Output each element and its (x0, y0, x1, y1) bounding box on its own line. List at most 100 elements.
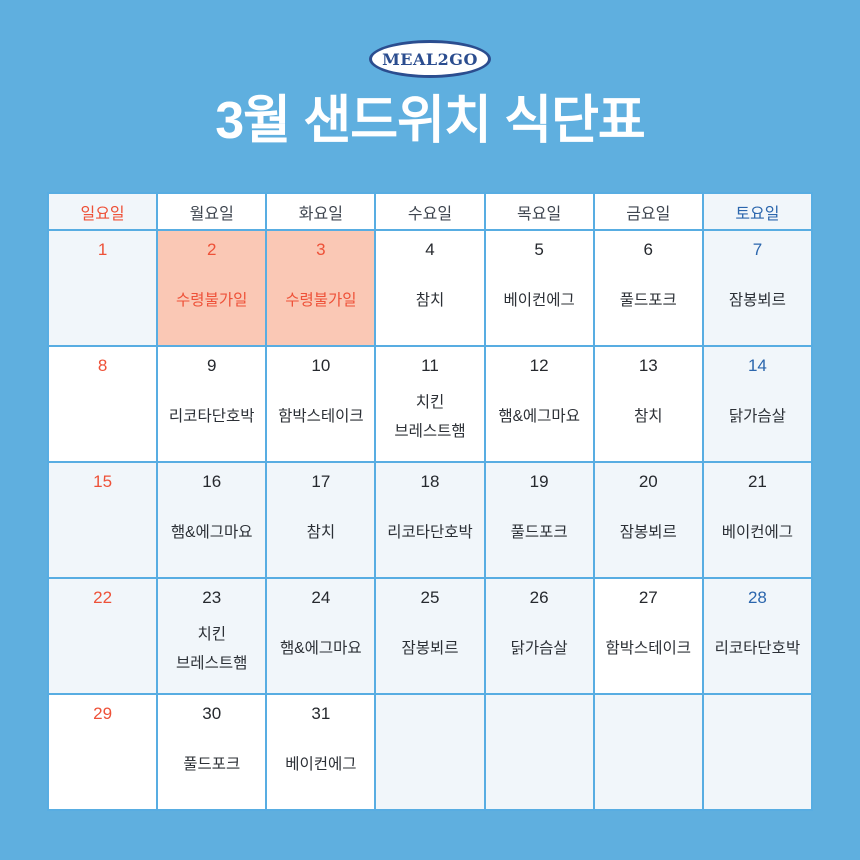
menu-line: 풀드포크 (510, 524, 568, 542)
menu-text: 참치 (376, 261, 483, 346)
menu-text: 수령불가일 (267, 261, 374, 346)
menu-text: 잠봉뵈르 (595, 493, 702, 578)
day-number: 18 (420, 472, 440, 492)
menu-text: 햄&에그마요 (486, 377, 593, 462)
menu-text: 햄&에그마요 (158, 493, 265, 578)
menu-text: 풀드포크 (486, 493, 593, 578)
menu-line: 리코타단호박 (714, 640, 801, 658)
day-number: 13 (638, 356, 658, 376)
menu-line: 풀드포크 (619, 292, 677, 310)
calendar-cell: 31 베이컨에그 (267, 695, 375, 810)
calendar-cell: 10 함박스테이크 (267, 347, 375, 462)
page-title: 3월 샌드위치 식단표 (215, 92, 646, 150)
menu-text: 잠봉뵈르 (704, 261, 811, 346)
menu-text: 닭가슴살 (486, 609, 593, 694)
day-number: 6 (643, 240, 653, 260)
day-number: 15 (93, 472, 113, 492)
calendar-cell: 6 풀드포크 (594, 231, 702, 346)
calendar-cell: 28 리코타단호박 (703, 579, 811, 694)
menu-text: 치킨 브레스트햄 (158, 609, 265, 694)
calendar-cell: 17 참치 (267, 463, 375, 578)
meal2go-logo: MEAL2GO (369, 40, 491, 78)
calendar-cell: 4 참치 (376, 231, 484, 346)
menu-text: 잠봉뵈르 (376, 609, 483, 694)
menu-line: 잠봉뵈르 (401, 640, 459, 658)
calendar-cell: 3 수령불가일 (267, 231, 375, 346)
calendar-cell: 5 베이컨에그 (485, 231, 593, 346)
menu-line: 함박스테이크 (605, 640, 692, 658)
menu-line: 참치 (306, 524, 336, 542)
menu-text (376, 704, 483, 809)
calendar-cell: 22 (49, 579, 157, 694)
day-header: 화요일 (267, 194, 375, 230)
menu-text (49, 609, 156, 694)
calendar-cell: 2 수령불가일 (158, 231, 266, 346)
menu-text (49, 725, 156, 810)
day-number: 28 (747, 588, 767, 608)
menu-line: 함박스테이크 (278, 408, 364, 426)
calendar-cell: 24 햄&에그마요 (267, 579, 375, 694)
calendar-cell: 30 풀드포크 (158, 695, 266, 810)
day-number: 7 (752, 240, 763, 260)
calendar-cell: 25 잠봉뵈르 (376, 579, 484, 694)
menu-text: 참치 (267, 493, 374, 578)
calendar-cell: 15 (49, 463, 157, 578)
day-number: 24 (311, 588, 331, 608)
day-number: 22 (93, 588, 113, 608)
menu-line: 치킨 (415, 393, 445, 411)
menu-line: 닭가슴살 (728, 408, 786, 426)
day-number: 4 (425, 240, 435, 260)
day-number: 2 (206, 240, 217, 260)
day-number: 26 (529, 588, 549, 608)
menu-line: 햄&에그마요 (280, 640, 362, 658)
menu-text (595, 704, 702, 809)
menu-line: 리코타단호박 (168, 408, 255, 426)
menu-line: 잠봉뵈르 (728, 292, 786, 310)
day-number: 11 (421, 356, 439, 376)
calendar-cell: 8 (49, 347, 157, 462)
calendar-cell: 14 닭가슴살 (703, 347, 811, 462)
day-number: 14 (747, 356, 767, 376)
logo-text: MEAL2GO (382, 49, 478, 69)
day-header: 일요일 (49, 194, 157, 230)
menu-line: 햄&에그마요 (170, 524, 253, 542)
menu-line: 햄&에그마요 (498, 408, 580, 426)
menu-text: 베이컨에그 (704, 493, 811, 578)
calendar-cell: 19 풀드포크 (485, 463, 593, 578)
calendar-cell: 18 리코타단호박 (376, 463, 484, 578)
day-number: 3 (316, 240, 326, 260)
menu-line: 수령불가일 (176, 292, 248, 310)
calendar-cell (594, 695, 702, 810)
menu-text: 수령불가일 (158, 261, 265, 346)
menu-text (49, 261, 156, 346)
day-header: 금요일 (594, 194, 702, 230)
menu-text: 풀드포크 (158, 725, 265, 810)
calendar-cell: 23 치킨 브레스트햄 (158, 579, 266, 694)
calendar-cell: 13 참치 (594, 347, 702, 462)
menu-line: 베이컨에그 (503, 292, 575, 310)
calendar-cell: 29 (49, 695, 157, 810)
day-header: 수요일 (376, 194, 484, 230)
menu-text: 리코타단호박 (376, 493, 483, 578)
day-number: 10 (311, 356, 331, 376)
calendar-cell: 21 베이컨에그 (703, 463, 811, 578)
day-header: 월요일 (158, 194, 266, 230)
menu-line: 수령불가일 (285, 292, 357, 310)
calendar-cell: 20 잠봉뵈르 (594, 463, 702, 578)
menu-text (704, 704, 811, 809)
menu-line: 브레스트햄 (394, 423, 466, 441)
day-number: 27 (638, 588, 658, 608)
menu-text: 참치 (595, 377, 702, 462)
day-number: 12 (529, 356, 549, 376)
menu-text: 베이컨에그 (486, 261, 593, 346)
calendar-cell (376, 695, 484, 810)
menu-text: 함박스테이크 (595, 609, 702, 694)
menu-line: 리코타단호박 (387, 524, 473, 542)
day-header: 목요일 (485, 194, 593, 230)
calendar-cell: 12 햄&에그마요 (485, 347, 593, 462)
menu-line: 브레스트햄 (176, 655, 248, 673)
calendar-cell: 1 (49, 231, 157, 346)
menu-text: 함박스테이크 (267, 377, 374, 462)
